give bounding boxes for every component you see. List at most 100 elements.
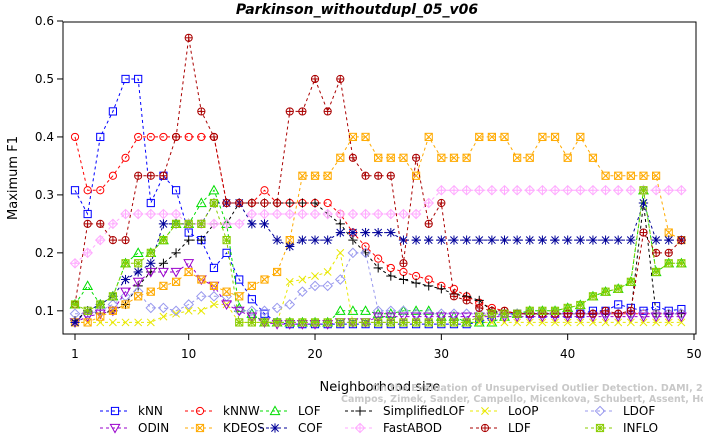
point-knnw — [159, 132, 168, 142]
point-kdeos — [386, 153, 395, 162]
point-knnw — [197, 132, 206, 142]
point-odin — [638, 312, 649, 323]
point-inflo — [235, 318, 244, 327]
point-cof — [550, 235, 560, 245]
point-lof — [410, 305, 422, 315]
point-kdeos — [235, 292, 244, 301]
point-cof — [537, 235, 548, 245]
point-odin — [170, 267, 182, 278]
point-knnw — [70, 132, 80, 142]
point-fastabod — [574, 184, 586, 196]
point-cof — [575, 235, 585, 245]
point-cof — [158, 219, 169, 229]
legend-item-lof: LOF — [260, 404, 321, 418]
point-fastabod — [587, 184, 599, 196]
point-fastabod — [221, 218, 232, 230]
point-kdeos — [449, 153, 459, 162]
point-ldf — [96, 219, 105, 228]
plot-frame — [62, 21, 697, 335]
point-loop — [487, 318, 496, 327]
point-ldof — [208, 291, 220, 302]
point-loop — [108, 318, 117, 327]
point-kdeos — [424, 132, 433, 142]
point-ldof — [650, 308, 662, 320]
point-inflo — [348, 318, 358, 327]
point-inflo — [462, 318, 471, 327]
point-kdeos — [601, 171, 610, 180]
point-odin — [221, 300, 233, 311]
point-fastabod — [158, 208, 169, 220]
point-cof — [487, 235, 497, 245]
point-inflo — [513, 309, 522, 318]
point-kdeos — [336, 153, 345, 162]
point-loop — [172, 309, 181, 318]
point-inflo — [273, 318, 282, 327]
point-kdeos — [247, 281, 256, 290]
point-ldf — [399, 259, 408, 268]
point-loop — [614, 318, 623, 327]
point-fastabod — [132, 208, 144, 220]
legend-marker-cof — [270, 423, 280, 433]
point-odin — [183, 259, 195, 269]
point-loop — [551, 318, 559, 327]
legend-item-cof: COF — [260, 421, 323, 434]
point-odin — [638, 312, 649, 323]
point-kdeos — [197, 275, 206, 284]
point-odin — [448, 312, 460, 323]
point-ldof — [360, 247, 371, 259]
point-lof — [195, 197, 207, 208]
point-inflo — [209, 198, 219, 208]
point-kdeos — [576, 132, 585, 142]
point-kdeos — [437, 153, 446, 162]
point-kdeos — [247, 281, 256, 290]
legend-marker-knn — [110, 406, 120, 416]
point-odin — [170, 267, 182, 278]
point-ldf — [298, 107, 307, 116]
point-knnw — [146, 132, 155, 142]
point-fastabod — [676, 184, 687, 196]
point-knnw — [134, 132, 143, 142]
point-fastabod — [612, 184, 624, 196]
point-loop — [285, 277, 294, 286]
point-inflo — [500, 309, 509, 318]
point-inflo — [601, 287, 610, 296]
point-cof — [411, 235, 421, 245]
point-loop — [197, 306, 206, 315]
point-ldof — [183, 299, 195, 310]
x-tick-label: 10 — [181, 347, 196, 361]
point-fastabod — [524, 184, 536, 196]
point-odin — [397, 312, 409, 323]
point-loop — [159, 312, 168, 321]
point-cof — [651, 235, 661, 245]
point-fastabod — [625, 184, 637, 196]
point-knn — [70, 186, 80, 195]
point-ldof — [334, 274, 346, 285]
point-inflo — [134, 259, 143, 268]
point-ldof — [94, 305, 106, 317]
point-ldof — [107, 299, 119, 310]
point-cof — [373, 227, 383, 238]
legend-marker-odin — [109, 423, 121, 434]
point-cof — [638, 198, 649, 208]
point-odin — [372, 312, 384, 323]
point-ldf — [601, 306, 610, 315]
point-lof — [132, 247, 144, 257]
legend-marker-odin — [109, 423, 121, 434]
legend-item-ldf: LDF — [470, 421, 531, 434]
legend-item-fastabod: FastABOD — [345, 421, 442, 434]
y-axis-label: Maximum F1 — [6, 136, 21, 220]
point-kdeos — [108, 306, 117, 315]
point-knn — [121, 74, 130, 84]
point-cof — [259, 219, 270, 229]
point-ldof — [246, 305, 258, 317]
point-cof — [588, 235, 598, 245]
point-ldof — [322, 280, 333, 292]
point-knnw — [184, 132, 193, 142]
point-fastabod — [259, 208, 270, 220]
point-loop — [538, 318, 547, 327]
point-lof — [132, 247, 144, 257]
point-knnw — [197, 132, 206, 142]
legend-marker-kdeos — [195, 423, 205, 433]
point-ldf — [310, 74, 320, 84]
point-inflo — [70, 300, 80, 309]
